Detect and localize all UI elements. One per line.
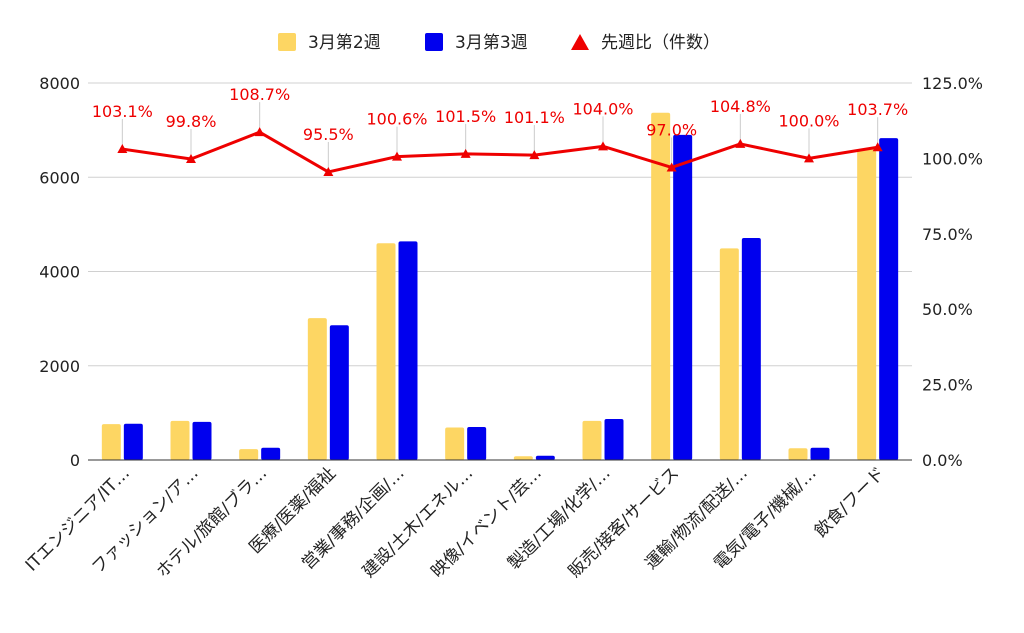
- y-right-tick-label: 50.0%: [922, 300, 973, 319]
- y-left-tick-label: 6000: [39, 168, 80, 187]
- ratio-point-marker: [254, 127, 265, 137]
- bars: [101, 112, 899, 461]
- legend-triangle-icon: [571, 34, 589, 50]
- ratio-data-label: 104.0%: [572, 99, 633, 118]
- y-right-tick-label: 0.0%: [922, 451, 963, 470]
- gridlines: [88, 82, 912, 367]
- ratio-point-marker: [186, 154, 196, 164]
- legend: 3月第2週 3月第3週 先週比（件数）: [278, 33, 720, 53]
- bar-3月第3週-営業/事務/企画/…: [398, 241, 418, 460]
- ratio-data-label: 95.5%: [303, 125, 354, 144]
- bar-3月第2週-医療/医薬/福祉: [307, 318, 327, 460]
- legend-swatch: [278, 33, 296, 51]
- bar-3月第3週-運輸/物流/配送/…: [741, 238, 761, 460]
- bar-3月第2週-ファッション/ア…: [170, 420, 190, 460]
- ratio-data-label: 103.1%: [92, 102, 153, 121]
- ratio-point-marker: [735, 138, 746, 148]
- bar-3月第2週-ITエンジニア/IT…: [101, 424, 121, 460]
- legend-label: 先週比（件数）: [601, 33, 720, 53]
- bar-3月第3週-製造/工場/化学/…: [604, 419, 624, 460]
- bar-3月第2週-建設/土木/エネル…: [445, 427, 465, 460]
- ratio-line: [122, 130, 878, 174]
- left-axis-ticks: 0 2000 4000 6000 8000: [39, 74, 80, 470]
- y-right-tick-label: 75.0%: [922, 225, 973, 244]
- bar-3月第2週-電気/電子/機械/…: [788, 448, 808, 460]
- ratio-data-label: 97.0%: [646, 120, 697, 139]
- bar-3月第3週-ホテル/旅館/ブラ…: [261, 447, 281, 460]
- ratio-point-marker: [598, 141, 608, 151]
- ratio-data-label: 100.6%: [366, 110, 427, 129]
- y-left-tick-label: 0: [70, 451, 80, 470]
- ratio-point-marker: [872, 142, 883, 152]
- y-right-tick-label: 25.0%: [922, 376, 973, 395]
- y-left-tick-label: 4000: [39, 263, 80, 282]
- x-category-label: 飲食/フード: [811, 463, 889, 541]
- bar-3月第2週-映像/イベント/芸…: [513, 456, 533, 460]
- ratio-point-marker: [529, 150, 540, 160]
- bar-3月第3週-飲食/フード: [879, 138, 899, 461]
- ratio-data-label: 104.8%: [710, 97, 771, 116]
- y-left-tick-label: 2000: [39, 357, 80, 376]
- bar-3月第3週-販売/接客/サービス: [673, 134, 693, 460]
- bar-3月第3週-医療/医薬/福祉: [329, 325, 349, 460]
- y-left-tick-label: 8000: [39, 74, 80, 93]
- ratio-point-marker: [666, 162, 677, 172]
- ratio-point-marker: [804, 153, 814, 163]
- legend-label: 3月第3週: [455, 33, 528, 53]
- ratio-point-marker: [460, 148, 471, 158]
- ratio-data-label: 100.0%: [778, 111, 839, 130]
- bar-3月第3週-映像/イベント/芸…: [535, 455, 555, 460]
- bar-3月第3週-建設/土木/エネル…: [467, 427, 487, 460]
- ratio-point-marker: [392, 151, 402, 161]
- bar-3月第3週-ファッション/ア…: [192, 421, 212, 460]
- y-right-tick-label: 125.0%: [922, 74, 983, 93]
- legend-label: 3月第2週: [308, 33, 381, 53]
- legend-swatch: [425, 33, 443, 51]
- ratio-data-label: 101.1%: [504, 108, 565, 127]
- y-right-tick-label: 100.0%: [922, 149, 983, 168]
- ratio-data-label: 99.8%: [166, 112, 217, 131]
- bar-3月第3週-電気/電子/機械/…: [810, 447, 830, 460]
- ratio-data-label: 101.5%: [435, 107, 496, 126]
- bar-3月第2週-ホテル/旅館/ブラ…: [239, 449, 259, 460]
- bar-3月第2週-販売/接客/サービス: [651, 112, 671, 460]
- ratio-point-marker: [323, 166, 334, 176]
- bar-3月第2週-運輸/物流/配送/…: [719, 248, 739, 460]
- bar-3月第3週-ITエンジニア/IT…: [123, 423, 143, 460]
- ratio-line-series: 103.1% 99.8% 108.7% 95.5% 100.6% 101.5% 101.1%…: [92, 85, 908, 176]
- ratio-data-label: 108.7%: [229, 85, 290, 104]
- right-axis-ticks: 0.0% 25.0% 50.0% 75.0% 100.0% 125.0%: [922, 74, 983, 470]
- bar-3月第2週-営業/事務/企画/…: [376, 243, 396, 460]
- category-labels: ITエンジニア/IT…ファッション/ア…ホテル/旅館/ブラ…医療/医薬/福祉営業…: [22, 463, 889, 582]
- ratio-point-marker: [117, 144, 128, 154]
- ratio-data-label: 103.7%: [847, 100, 908, 119]
- bar-3月第2週-製造/工場/化学/…: [582, 420, 602, 460]
- bar-3月第2週-飲食/フード: [857, 149, 877, 461]
